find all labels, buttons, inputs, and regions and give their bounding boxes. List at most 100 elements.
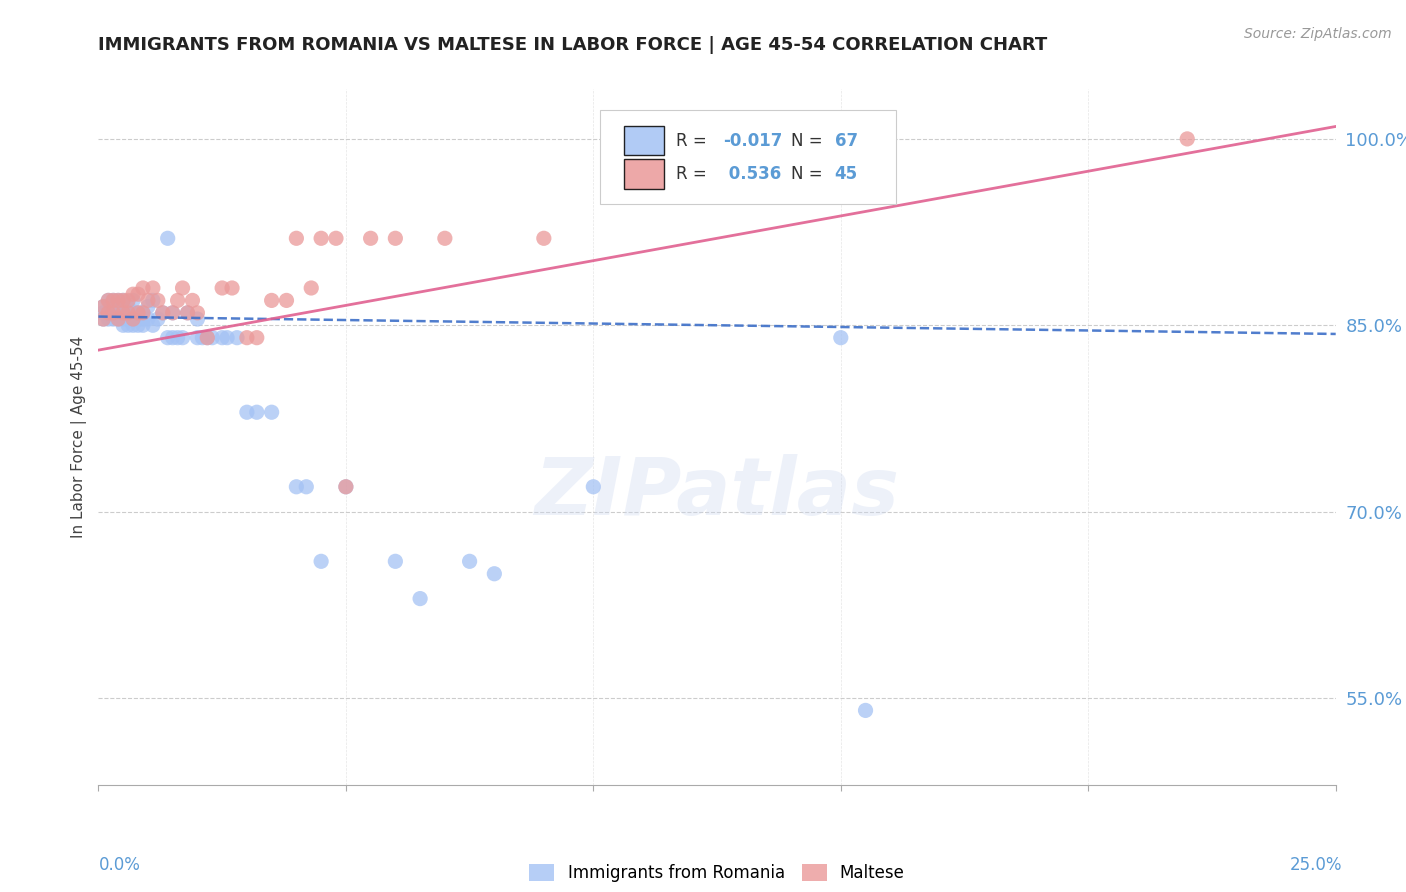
Point	[201, 331, 224, 345]
Text: 45: 45	[835, 165, 858, 183]
Point	[112, 293, 135, 308]
Point	[309, 554, 332, 568]
Point	[107, 293, 129, 308]
Text: 25.0%: 25.0%	[1291, 856, 1343, 874]
Point	[186, 312, 208, 326]
Point	[127, 318, 149, 333]
Point	[246, 405, 269, 419]
Point	[276, 293, 298, 308]
Point	[142, 281, 165, 295]
Point	[112, 312, 135, 326]
Point	[384, 554, 406, 568]
Point	[433, 231, 456, 245]
Point	[146, 293, 169, 308]
Point	[260, 405, 283, 419]
Point	[107, 312, 129, 326]
Point	[117, 293, 139, 308]
Text: 0.536: 0.536	[723, 165, 782, 183]
Point	[97, 293, 120, 308]
Point	[172, 281, 194, 295]
Point	[103, 312, 125, 326]
Point	[112, 306, 135, 320]
Point	[830, 331, 852, 345]
Point	[136, 312, 159, 326]
Point	[117, 306, 139, 320]
Point	[152, 306, 174, 320]
Text: -0.017: -0.017	[723, 132, 783, 150]
Point	[103, 306, 125, 320]
Point	[122, 312, 145, 326]
Point	[211, 281, 233, 295]
Point	[117, 318, 139, 333]
Point	[112, 306, 135, 320]
Point	[236, 331, 259, 345]
Point	[103, 300, 125, 314]
Point	[295, 480, 318, 494]
Point	[93, 306, 115, 320]
Point	[285, 231, 308, 245]
Point	[97, 306, 120, 320]
Point	[122, 287, 145, 301]
Point	[93, 300, 115, 314]
Point	[103, 293, 125, 308]
Point	[221, 281, 243, 295]
Point	[309, 231, 332, 245]
Point	[176, 306, 198, 320]
Point	[166, 293, 188, 308]
Point	[97, 306, 120, 320]
Point	[136, 300, 159, 314]
Text: N =: N =	[792, 165, 828, 183]
Point	[533, 231, 555, 245]
Point	[112, 293, 135, 308]
Point	[107, 300, 129, 314]
Point	[103, 293, 125, 308]
Text: N =: N =	[792, 132, 828, 150]
Point	[93, 300, 115, 314]
Text: 0.0%: 0.0%	[98, 856, 141, 874]
Point	[384, 231, 406, 245]
Point	[117, 312, 139, 326]
Point	[132, 306, 155, 320]
Point	[458, 554, 481, 568]
Point	[93, 312, 115, 326]
Point	[107, 293, 129, 308]
Text: IMMIGRANTS FROM ROMANIA VS MALTESE IN LABOR FORCE | AGE 45-54 CORRELATION CHART: IMMIGRANTS FROM ROMANIA VS MALTESE IN LA…	[98, 36, 1047, 54]
Point	[582, 480, 605, 494]
Point	[127, 287, 149, 301]
Point	[176, 306, 198, 320]
Point	[152, 306, 174, 320]
Point	[132, 312, 155, 326]
Point	[360, 231, 382, 245]
Text: 67: 67	[835, 132, 858, 150]
Point	[299, 281, 322, 295]
Point	[146, 312, 169, 326]
Point	[127, 312, 149, 326]
Point	[122, 293, 145, 308]
Text: ZIPatlas: ZIPatlas	[534, 454, 900, 532]
Point	[409, 591, 432, 606]
Point	[132, 281, 155, 295]
Point	[181, 293, 204, 308]
FancyBboxPatch shape	[624, 160, 664, 189]
FancyBboxPatch shape	[624, 126, 664, 155]
Point	[246, 331, 269, 345]
Point	[211, 331, 233, 345]
Point	[186, 306, 208, 320]
Point	[217, 331, 239, 345]
Y-axis label: In Labor Force | Age 45-54: In Labor Force | Age 45-54	[72, 336, 87, 538]
Point	[142, 293, 165, 308]
Point	[191, 331, 214, 345]
Point	[117, 300, 139, 314]
Point	[195, 331, 218, 345]
Point	[1175, 132, 1198, 146]
Point	[226, 331, 249, 345]
Point	[166, 331, 188, 345]
Point	[195, 331, 218, 345]
Point	[132, 318, 155, 333]
Legend: Immigrants from Romania, Maltese: Immigrants from Romania, Maltese	[522, 856, 912, 891]
FancyBboxPatch shape	[599, 110, 897, 204]
Point	[156, 231, 179, 245]
Point	[855, 703, 877, 717]
Point	[136, 293, 159, 308]
Point	[162, 331, 184, 345]
